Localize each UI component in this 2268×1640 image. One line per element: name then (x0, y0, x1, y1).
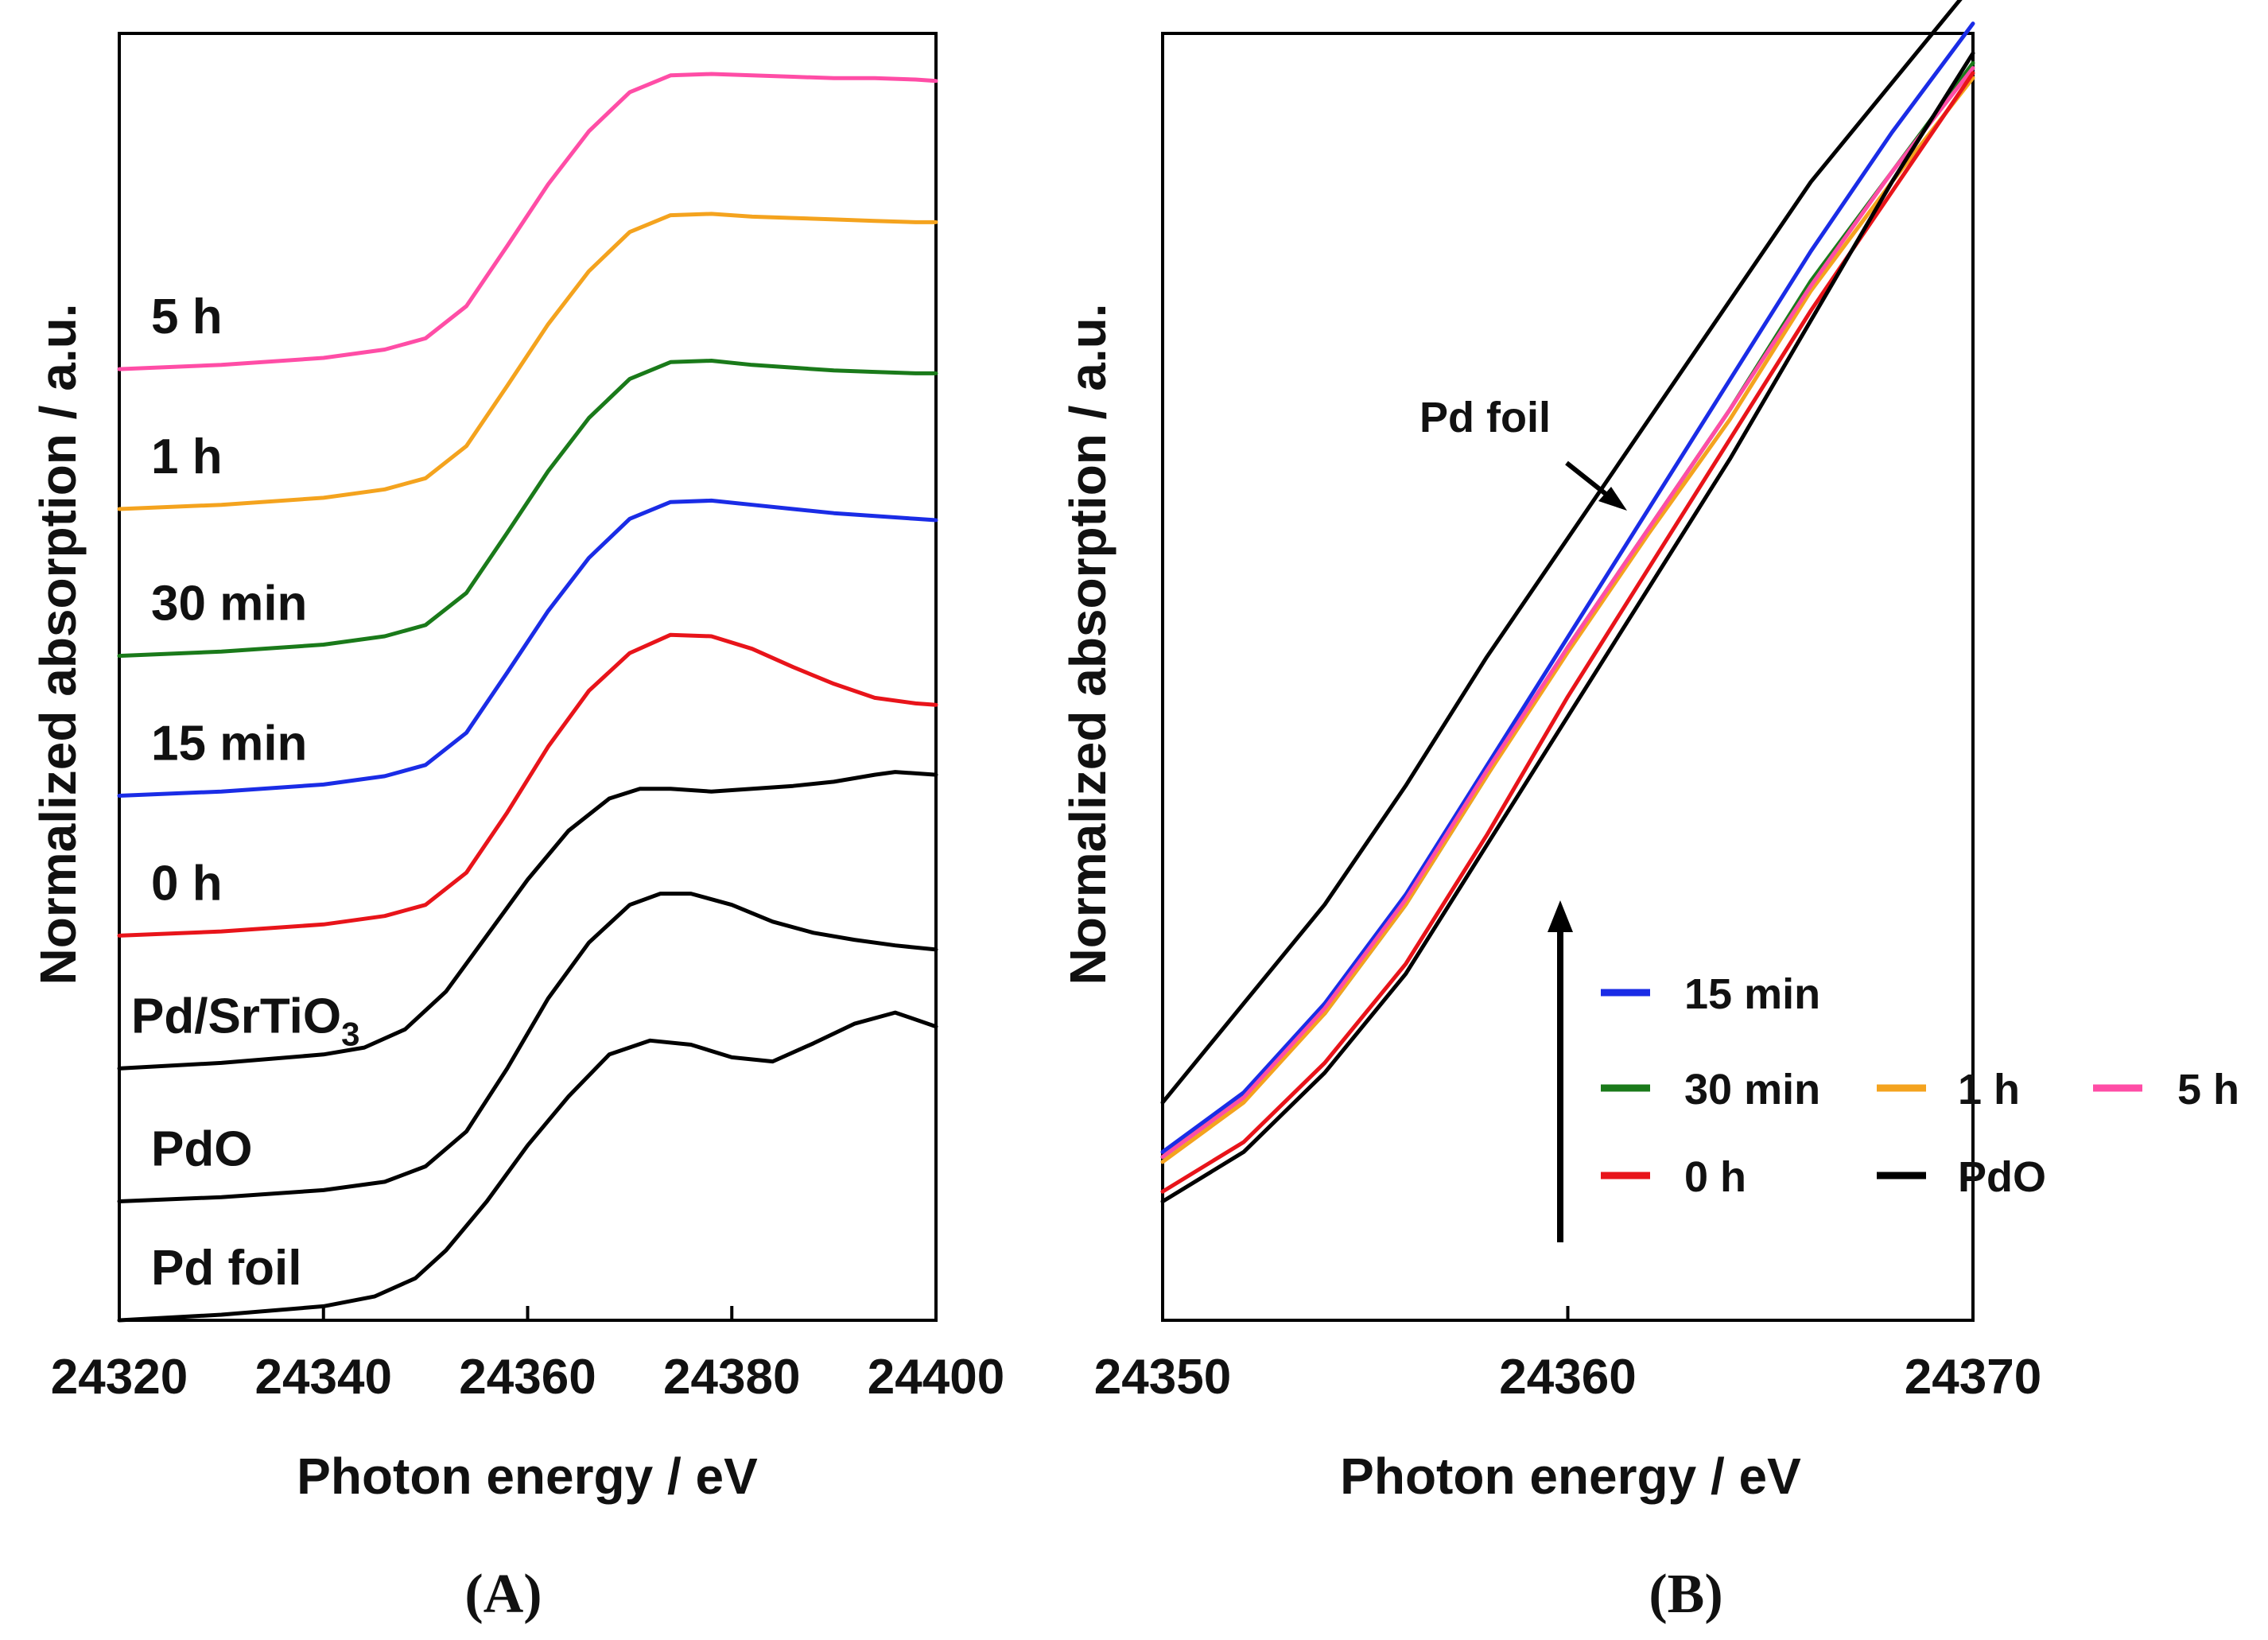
legend-item-15-min: 15 min (1601, 970, 1820, 1018)
x-tick-label: 24380 (663, 1350, 800, 1405)
panel-b-y-axis-label: Normalized absorption / a.u. (1059, 304, 1117, 985)
panel-b: 24350 24360 24370 Photon energy / eV Norma… (1059, 0, 2239, 1625)
panel-b-legend: 15 min 30 min 1 h 5 h 0 h PdO (1601, 970, 2239, 1201)
panel-a: 24320 24340 24360 24380 24400 Pd foil PdO Pd/S… (29, 32, 1004, 1625)
panel-a-series-labels: Pd foil PdO Pd/SrTiO3 0 h 15 min 30 min 1 h 5 h (131, 290, 360, 1296)
series-label-pd-srtio3: Pd/SrTiO3 (131, 989, 360, 1052)
legend-item-30-min: 30 min (1601, 1066, 1820, 1113)
series-line-30-min (117, 359, 938, 659)
series-label-0-h: 0 h (151, 856, 223, 911)
panel-a-lines (117, 72, 938, 1323)
series-line-1-h (1160, 76, 1975, 1164)
panel-b-x-axis-label: Photon energy / eV (1340, 1448, 1801, 1505)
series-line-1-h (117, 212, 938, 511)
series-line-15-min (117, 498, 938, 798)
series-label-15-min: 15 min (151, 716, 307, 771)
series-label-30-min: 30 min (151, 577, 307, 632)
series-line-15-min (1160, 21, 1975, 1154)
panel-b-ticks: 24350 24360 24370 (1094, 1306, 2041, 1405)
series-label-5-h: 5 h (151, 290, 223, 344)
panel-a-caption: (A) (464, 1564, 542, 1625)
series-line-pd-srtio3 (117, 770, 938, 1071)
series-line-pdo (117, 892, 938, 1203)
panel-b-caption: (B) (1649, 1564, 1722, 1625)
legend-label-1-h: 1 h (1958, 1066, 2020, 1113)
series-label-pdo: PdO (151, 1122, 252, 1177)
panel-b-lines (1160, 0, 1975, 1204)
legend-label-15-min: 15 min (1684, 970, 1820, 1018)
x-tick-label: 24370 (1905, 1350, 2041, 1405)
x-tick-label: 24400 (868, 1350, 1004, 1405)
legend-item-0-h: 0 h (1601, 1153, 1746, 1201)
x-tick-label: 24340 (255, 1350, 392, 1405)
series-label-pd-foil: Pd foil (151, 1241, 301, 1296)
panel-a-x-axis-label: Photon energy / eV (297, 1448, 758, 1505)
legend-label-5-h: 5 h (2177, 1066, 2239, 1113)
legend-label-30-min: 30 min (1684, 1066, 1820, 1113)
series-label-1-h: 1 h (151, 429, 223, 484)
legend-item-1-h: 1 h (1877, 1066, 2020, 1113)
legend-item-pdo: PdO (1877, 1153, 2046, 1201)
x-tick-label: 24360 (459, 1350, 596, 1405)
x-tick-label: 24320 (51, 1350, 188, 1405)
series-line-pd-foil (117, 1010, 938, 1323)
legend-label-0-h: 0 h (1684, 1153, 1746, 1201)
series-line-5-h (117, 72, 938, 371)
pd-foil-annotation: Pd foil (1419, 394, 1551, 441)
legend-item-5-h: 5 h (2093, 1066, 2239, 1113)
series-line-0-h (1160, 71, 1975, 1194)
series-line-pdo (1160, 51, 1975, 1204)
series-line-pd-foil (1160, 0, 1963, 1105)
trend-up-arrow-icon (1548, 900, 1573, 1242)
series-line-5-h (1160, 66, 1975, 1160)
legend-label-pdo: PdO (1958, 1153, 2046, 1201)
x-tick-label: 24360 (1499, 1350, 1636, 1405)
panel-a-y-axis-label: Normalized absorption / a.u. (29, 304, 87, 985)
panel-a-ticks: 24320 24340 24360 24380 24400 (51, 1306, 1004, 1405)
x-tick-label: 24350 (1094, 1350, 1231, 1405)
series-line-0-h (117, 632, 938, 938)
pd-foil-arrow-icon (1565, 461, 1627, 511)
